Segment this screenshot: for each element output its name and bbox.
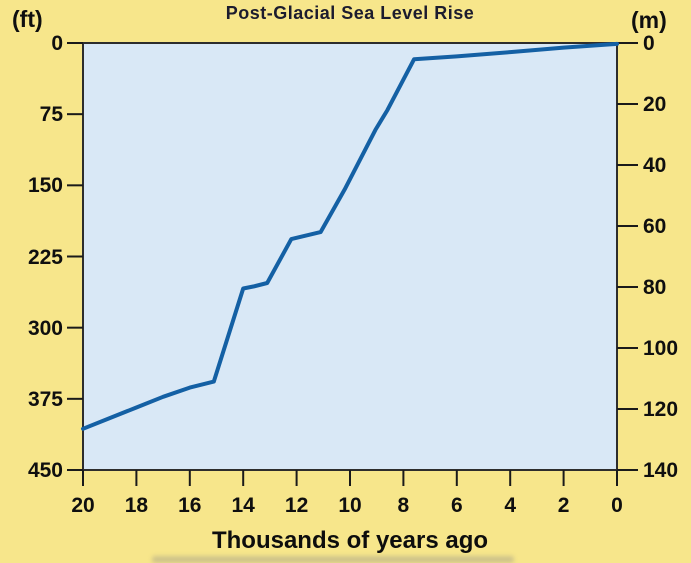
right-axis-tick-label: 60 (643, 215, 667, 238)
right-axis-tick-label: 20 (643, 93, 667, 116)
cropped-caption-remnant (152, 556, 514, 563)
right-axis-tick-label: 120 (643, 398, 679, 421)
chart-title: Post-Glacial Sea Level Rise (225, 3, 475, 23)
x-axis-tick-label: 14 (231, 494, 255, 517)
x-axis-tick-label: 2 (557, 494, 570, 517)
x-axis-title: Thousands of years ago (211, 527, 489, 554)
left-axis-tick-label: 300 (27, 316, 63, 340)
left-axis-tick-label: 375 (27, 387, 63, 411)
right-axis-tick-label: 80 (643, 276, 667, 299)
right-axis-tick-label: 140 (643, 459, 679, 482)
x-axis-tick-label: 0 (611, 494, 623, 517)
x-axis-tick-label: 18 (124, 494, 149, 517)
right-axis-tick-label: 0 (643, 32, 655, 55)
left-axis-tick-label: 150 (27, 174, 63, 198)
right-axis-unit-label: (m) (631, 7, 667, 33)
left-axis-unit-label: (ft) (12, 6, 43, 32)
x-axis-tick-label: 4 (504, 494, 517, 517)
left-axis-tick-label: 450 (27, 459, 63, 482)
x-axis-tick-label: 8 (397, 494, 410, 517)
left-axis-tick-label: 75 (39, 103, 63, 127)
x-axis-tick-label: 10 (338, 494, 362, 517)
x-axis-tick-label: 6 (450, 494, 463, 517)
left-axis-tick-label: 225 (27, 245, 63, 269)
right-axis-tick-label: 40 (643, 154, 667, 177)
left-axis-tick-label: 0 (51, 32, 63, 55)
x-axis-tick-label: 12 (284, 494, 309, 517)
x-axis-tick-label: 20 (71, 494, 95, 517)
x-axis-tick-label: 16 (178, 494, 202, 517)
right-axis-tick-label: 100 (643, 337, 679, 360)
sea-level-curve (81, 41, 619, 431)
plot-background (82, 42, 618, 471)
